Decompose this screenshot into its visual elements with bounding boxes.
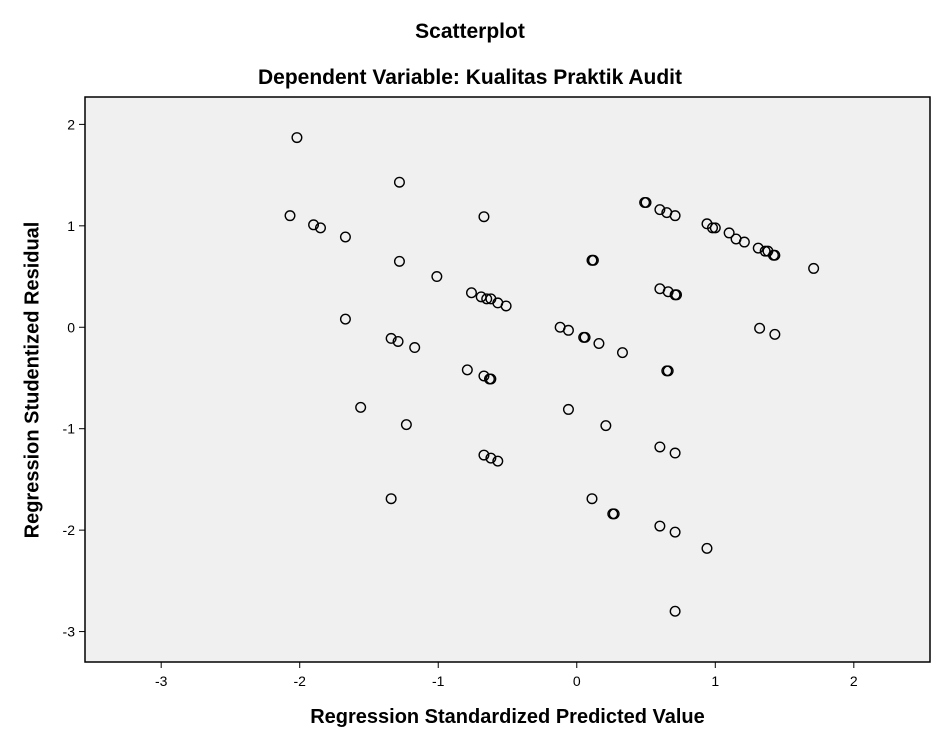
data-point <box>478 449 490 461</box>
data-point <box>738 236 750 248</box>
data-point <box>709 222 721 234</box>
x-tick-label: -3 <box>155 673 168 689</box>
x-tick-label: -1 <box>432 673 445 689</box>
data-point <box>654 441 666 453</box>
chart-title: Scatterplot <box>415 20 525 43</box>
data-point <box>500 300 512 312</box>
data-point <box>662 365 674 377</box>
data-point <box>654 520 666 532</box>
data-point <box>754 322 766 334</box>
data-point <box>409 342 421 354</box>
y-axis-label: Regression Studentized Residual <box>21 221 44 539</box>
data-point <box>707 222 719 234</box>
x-axis-label: Regression Standardized Predicted Value <box>310 706 705 728</box>
chart-subtitle: Dependent Variable: Kualitas Praktik Aud… <box>258 66 682 89</box>
data-point <box>485 452 497 464</box>
data-point <box>355 401 367 413</box>
data-point <box>400 419 412 431</box>
data-point <box>586 493 598 505</box>
data-point <box>669 605 681 617</box>
data-point <box>723 227 735 239</box>
data-point <box>339 231 351 243</box>
data-point <box>314 222 326 234</box>
data-point <box>640 196 652 208</box>
data-point <box>669 210 681 222</box>
data-point <box>485 373 497 385</box>
data-point <box>385 493 397 505</box>
data-point <box>769 328 781 340</box>
data-point <box>562 324 574 336</box>
data-point <box>608 508 620 520</box>
data-point <box>461 364 473 376</box>
data-point <box>478 370 490 382</box>
data-point <box>465 287 477 299</box>
data-point <box>669 447 681 459</box>
data-point <box>593 337 605 349</box>
data-points <box>284 132 820 617</box>
y-tick-label: 0 <box>67 319 75 335</box>
data-point <box>669 526 681 538</box>
data-point <box>579 331 591 343</box>
x-tick-label: 1 <box>711 673 719 689</box>
data-point <box>587 254 599 266</box>
x-tick-label: 0 <box>573 673 581 689</box>
y-tick-label: -3 <box>63 624 76 640</box>
data-point <box>671 289 683 301</box>
data-point <box>808 262 820 274</box>
data-point <box>291 132 303 144</box>
x-tick-label: -2 <box>293 673 306 689</box>
data-point <box>284 210 296 222</box>
data-point <box>752 242 764 254</box>
y-tick-label: 1 <box>67 218 75 234</box>
data-point <box>481 293 493 305</box>
y-tick-label: 2 <box>67 116 75 132</box>
data-point <box>769 249 781 261</box>
data-point <box>308 219 320 231</box>
plot-area <box>84 96 931 663</box>
data-point <box>431 271 443 283</box>
y-tick-label: -1 <box>63 421 76 437</box>
x-tick-label: 2 <box>850 673 858 689</box>
data-point <box>616 347 628 359</box>
data-point <box>492 455 504 467</box>
y-tick-label: -2 <box>63 522 76 538</box>
data-point <box>339 313 351 325</box>
data-point <box>701 542 713 554</box>
data-point <box>654 204 666 216</box>
axes: -3 -2 -1 0 1 2 2 1 0 -1 -2 -3 <box>63 116 858 689</box>
data-point <box>600 420 612 432</box>
data-point <box>478 211 490 223</box>
data-point <box>393 255 405 267</box>
data-point <box>562 403 574 415</box>
data-point <box>392 335 404 347</box>
data-point <box>385 332 397 344</box>
data-point <box>393 176 405 188</box>
